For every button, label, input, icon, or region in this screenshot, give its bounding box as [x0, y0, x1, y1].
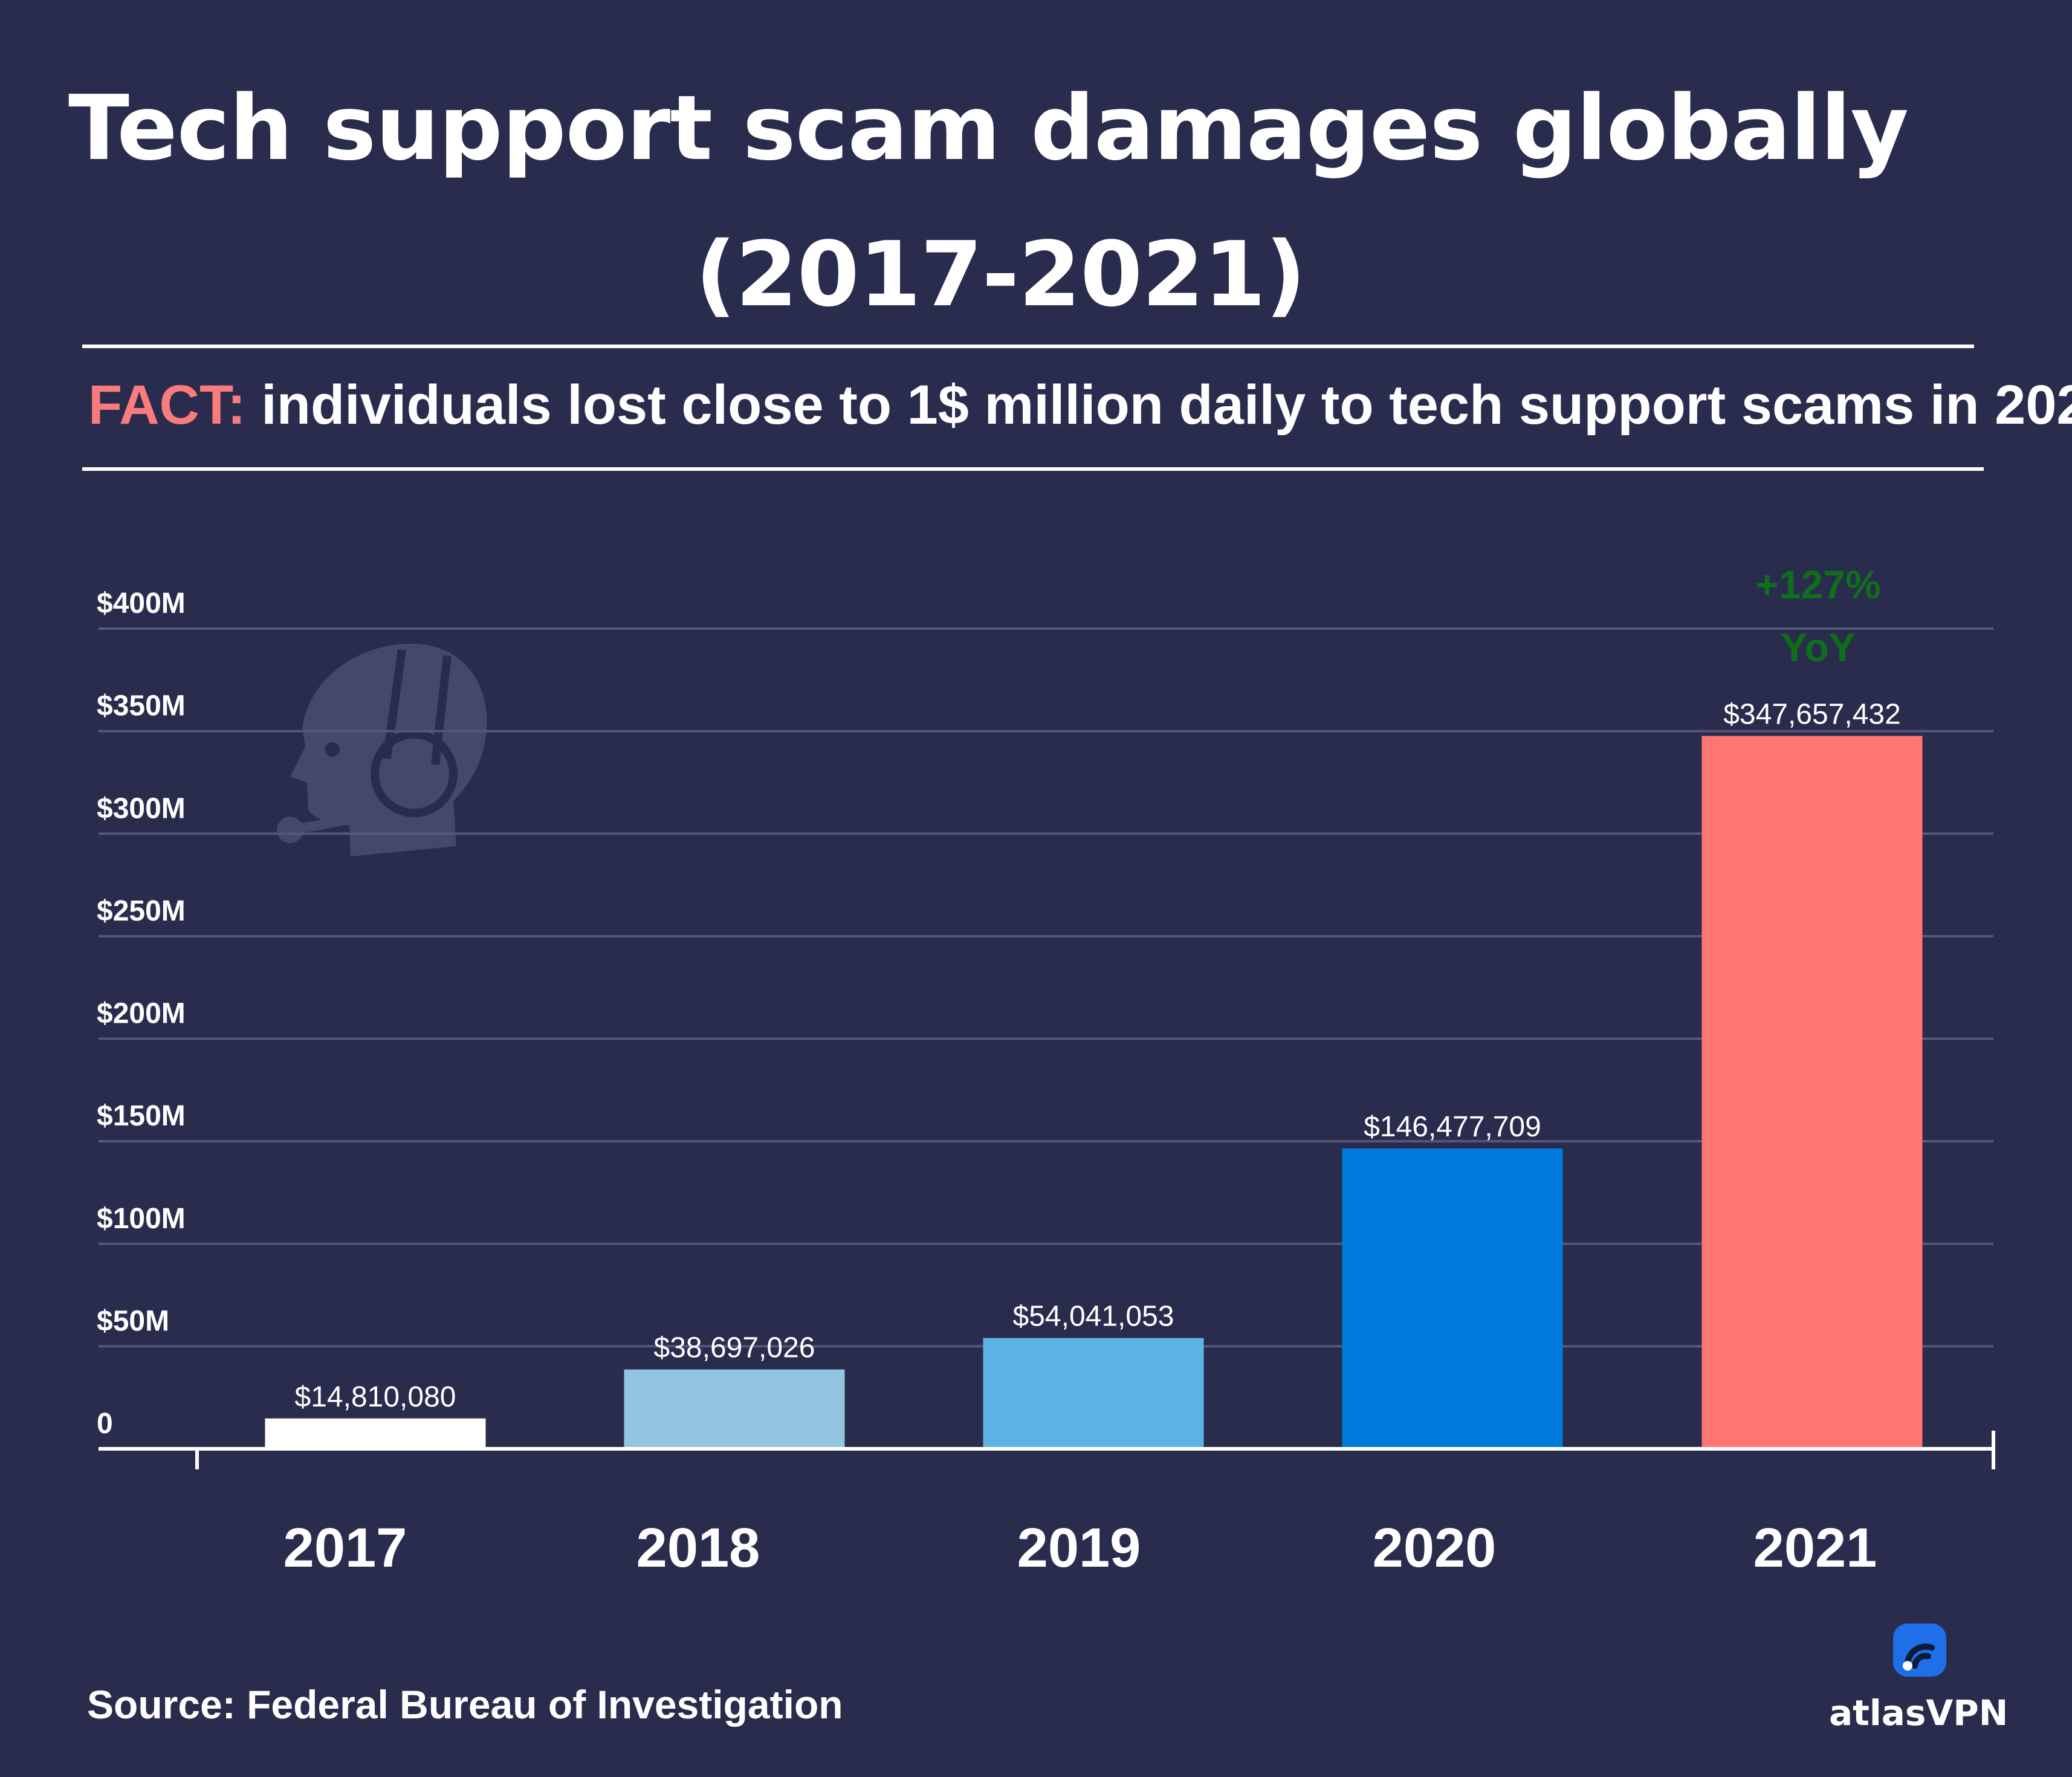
yoy-annotation: YoY — [1781, 625, 1855, 670]
yoy-annotation: +127% — [1755, 562, 1880, 607]
bar-chart: 0 $50M $100M $150M $200M $250M $300M $350M $400M… — [97, 562, 1995, 1579]
y-tick-label: 0 — [97, 1408, 113, 1440]
value-label-2021: $347,657,432 — [1723, 699, 1901, 731]
y-tick-label: $50M — [97, 1305, 169, 1337]
support-agent-headset-icon — [277, 644, 487, 856]
fact-line: FACT: individuals lost close to 1$ milli… — [88, 374, 2072, 437]
source-note: Source: Federal Bureau of Investigation — [87, 1682, 843, 1727]
y-tick-label: $150M — [97, 1100, 186, 1132]
value-label-2019: $54,041,053 — [1013, 1301, 1174, 1333]
bar-2019 — [983, 1338, 1204, 1447]
x-tick-label-2018: 2018 — [636, 1517, 760, 1579]
value-label-2017: $14,810,080 — [295, 1381, 456, 1413]
x-tick-label-2019: 2019 — [1017, 1517, 1141, 1579]
bar-2021 — [1701, 736, 1923, 1447]
y-tick-label: $100M — [97, 1203, 186, 1235]
y-tick-label: $350M — [97, 690, 186, 722]
bar-2020 — [1342, 1148, 1563, 1447]
divider-bottom — [82, 467, 1984, 471]
divider-top — [82, 345, 1974, 348]
y-tick-label: $400M — [97, 587, 186, 620]
y-tick-label: $250M — [97, 895, 186, 927]
y-tick-label: $200M — [97, 998, 186, 1030]
brand-name: atlasVPN — [1829, 1692, 2009, 1733]
page-subtitle-years: (2017-2021) — [695, 222, 1306, 326]
y-tick-label: $300M — [97, 792, 186, 824]
atlas-vpn-logo-icon — [1893, 1623, 1946, 1677]
value-label-2020: $146,477,709 — [1364, 1111, 1541, 1143]
fact-text: individuals lost close to 1$ million dai… — [261, 374, 2072, 436]
x-tick-label-2017: 2017 — [283, 1517, 407, 1579]
x-tick-label-2020: 2020 — [1373, 1517, 1497, 1579]
x-tick-label-2021: 2021 — [1753, 1517, 1877, 1579]
value-label-2018: $38,697,026 — [654, 1332, 815, 1364]
bar-2018 — [624, 1369, 845, 1447]
page-title: Tech support scam damages globally — [68, 76, 1909, 180]
bar-2017 — [265, 1418, 486, 1447]
fact-label: FACT: — [88, 374, 246, 436]
